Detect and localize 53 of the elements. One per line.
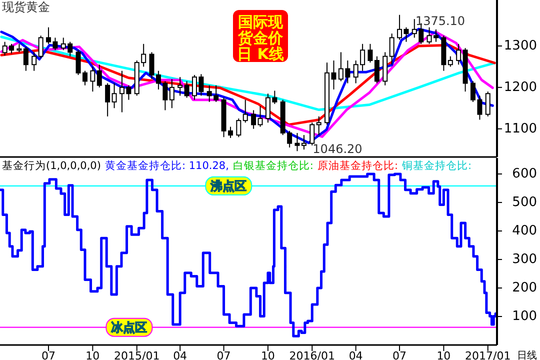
candlestick	[310, 122, 315, 146]
annotation: 1375.10	[415, 14, 466, 28]
candlestick	[169, 78, 174, 109]
x-tick-label: 04	[348, 350, 363, 360]
candlestick	[448, 56, 453, 68]
candlestick	[178, 76, 183, 96]
x-tick-label: 10	[436, 350, 451, 360]
y-tick-label: 300	[512, 252, 537, 267]
y-tick-label: 1200	[504, 80, 537, 95]
y-tick-label: 500	[512, 194, 537, 210]
legend-label: 白银基金持仓比:	[232, 159, 314, 172]
ref-line-label: 冰点区	[111, 320, 148, 334]
y-tick-label: 1300	[504, 38, 537, 54]
x-tick-label: 10	[86, 350, 100, 360]
candlestick	[184, 80, 190, 98]
chart-title: 基金行为(1,0,0,0,0)	[2, 159, 101, 172]
series-label: 黄金基金持仓比: 110.28,	[104, 159, 229, 172]
candlestick	[374, 56, 380, 84]
y-tick-label: 1100	[504, 121, 537, 136]
candlestick	[389, 33, 394, 66]
candlestick	[38, 35, 44, 59]
annotation: 1046.20	[312, 142, 362, 156]
candlestick	[96, 64, 102, 88]
candlestick	[105, 82, 110, 117]
x-tick-label: 10	[260, 350, 275, 360]
candlestick	[456, 43, 462, 66]
ref-line-label: 沸点区	[210, 178, 247, 193]
x-tick-label: 07	[392, 350, 407, 360]
x-tick-label: 07	[216, 350, 231, 360]
candlestick	[242, 99, 248, 124]
candlestick	[485, 91, 490, 117]
candlestick	[23, 46, 28, 72]
chart-title: 现货黄金	[2, 0, 50, 14]
y-tick-label: 200	[512, 280, 537, 296]
text: 日线	[517, 350, 537, 360]
y-tick-label: 600	[512, 166, 537, 182]
candlestick	[32, 52, 37, 72]
candlestick	[258, 106, 263, 128]
candlestick	[112, 82, 117, 109]
legend-label: 铜基金持仓比:	[401, 159, 472, 172]
candlestick	[236, 118, 242, 138]
y-tick-label: 400	[512, 223, 537, 238]
candlestick	[149, 52, 154, 80]
x-tick-label: 04	[173, 350, 188, 360]
candlestick	[368, 43, 373, 64]
candlestick	[251, 110, 256, 130]
legend-label: 原油基金持仓比:	[317, 159, 398, 172]
candlestick	[90, 66, 96, 92]
candlestick	[301, 134, 306, 150]
x-tick-label: 07	[42, 350, 56, 360]
candlestick	[294, 132, 300, 152]
y-tick-label: 100	[512, 308, 537, 324]
candlestick	[316, 116, 322, 136]
